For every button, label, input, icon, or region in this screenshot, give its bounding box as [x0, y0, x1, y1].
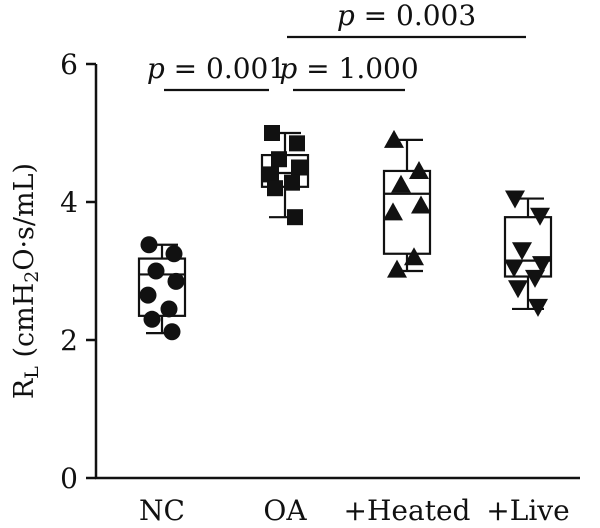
data-point [284, 174, 300, 191]
data-point [143, 310, 161, 328]
data-point [271, 151, 287, 168]
boxes [137, 125, 553, 341]
data-point [289, 135, 305, 152]
data-point [505, 190, 525, 209]
data-point [263, 166, 279, 183]
p-value-label: p = 0.003 [337, 0, 476, 32]
x-tick-label: NC [139, 494, 185, 527]
y-ticks: 0 2 4 6 [60, 48, 96, 495]
data-point [264, 125, 280, 141]
data-point [411, 195, 431, 214]
data-point [167, 272, 185, 290]
data-point [508, 280, 528, 299]
data-point [525, 269, 545, 288]
data-point [140, 236, 158, 254]
data-point [287, 209, 303, 226]
box-group [503, 190, 553, 317]
data-point [504, 259, 524, 278]
x-tick-label: +Heated [344, 494, 471, 527]
data-point [528, 298, 548, 317]
box-group [137, 236, 187, 341]
axes [94, 64, 580, 480]
y-axis-label: RL (cmH2O·s/mL) [9, 163, 43, 399]
x-tick-labels: NC OA +Heated +Live [139, 494, 570, 527]
data-point [291, 159, 307, 176]
data-point [267, 180, 283, 197]
data-point [165, 245, 183, 263]
y-tick-label: 0 [60, 462, 78, 495]
data-point [387, 259, 407, 278]
x-tick-label: +Live [486, 494, 569, 527]
box-group [260, 125, 310, 226]
y-tick-label: 4 [60, 186, 78, 219]
data-point [147, 262, 165, 280]
y-tick-label: 2 [60, 324, 78, 357]
y-tick-label: 6 [60, 48, 78, 81]
data-point [532, 256, 552, 275]
data-point [160, 300, 178, 318]
p-value-label: p = 1.000 [279, 52, 418, 85]
data-point [391, 174, 411, 193]
data-point [383, 202, 403, 221]
box-group [382, 129, 432, 278]
data-point [409, 160, 429, 179]
data-point [139, 286, 157, 304]
data-point [530, 207, 550, 226]
data-point [512, 242, 532, 261]
x-tick-label: OA [263, 494, 307, 527]
data-point [404, 247, 424, 266]
p-value-label: p = 0.001 [147, 52, 286, 85]
data-point [384, 129, 404, 148]
data-point [163, 323, 181, 341]
